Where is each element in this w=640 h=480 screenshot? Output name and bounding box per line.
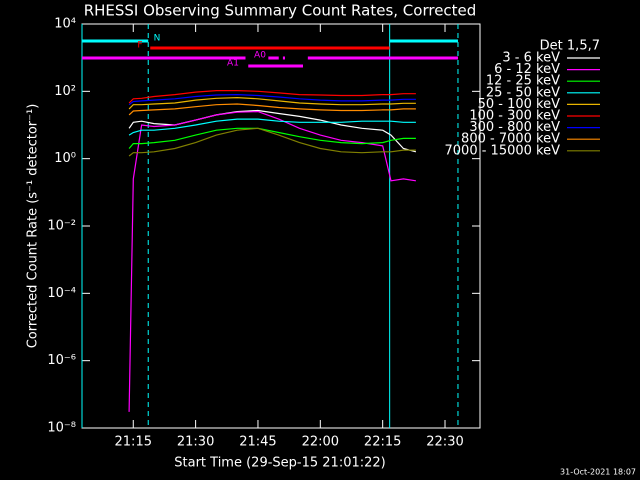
- series-line: [128, 127, 416, 149]
- legend-label: 800 - 7000 keV: [461, 132, 560, 147]
- y-axis-title: Corrected Count Rate (s⁻¹ detector⁻¹): [26, 104, 41, 349]
- legend-label: 6 - 12 keV: [494, 62, 560, 77]
- flag-label: N: [154, 34, 161, 44]
- x-tick-label: 21:15: [115, 435, 152, 450]
- legend-label: 7000 - 15000 keV: [445, 143, 561, 158]
- x-tick-label: 22:15: [364, 435, 401, 450]
- plot-frame: [81, 23, 481, 429]
- series-line: [128, 96, 416, 110]
- x-axis-title: Start Time (29-Sep-15 21:01:22): [174, 456, 385, 471]
- x-tick-label: 21:45: [239, 435, 276, 450]
- flag-label: A1: [227, 59, 239, 69]
- legend-label: 3 - 6 keV: [502, 51, 560, 66]
- x-tick-label: 22:00: [302, 435, 339, 450]
- flag-label: A0: [254, 51, 266, 61]
- series-line: [128, 93, 416, 106]
- legend-label: 50 - 100 keV: [478, 97, 561, 112]
- y-tick-label: 10⁻⁸: [47, 421, 76, 436]
- footer: 31-Oct-2021 18:07: [560, 468, 636, 477]
- y-tick-label: 10⁰: [54, 151, 76, 166]
- y-tick-label: 10⁻⁶: [47, 353, 76, 368]
- chart-title: RHESSI Observing Summary Count Rates, Co…: [84, 2, 477, 20]
- legend-title: Det 1,5,7: [540, 39, 600, 54]
- y-tick-label: 10⁴: [54, 17, 76, 32]
- series-line: [128, 110, 416, 412]
- legend-label: 100 - 300 keV: [469, 109, 560, 124]
- series-line: [128, 118, 416, 136]
- legend-label: 300 - 800 keV: [469, 120, 560, 135]
- y-tick-label: 10⁻⁴: [47, 286, 76, 301]
- flag-label: F: [137, 41, 142, 51]
- series-line: [128, 127, 416, 157]
- series-line: [128, 90, 416, 104]
- y-tick-label: 10²: [54, 84, 76, 99]
- legend-label: 25 - 50 keV: [486, 85, 560, 100]
- series-line: [128, 103, 416, 116]
- x-tick-label: 21:30: [177, 435, 214, 450]
- legend-label: 12 - 25 keV: [486, 74, 560, 89]
- y-tick-label: 10⁻²: [47, 219, 76, 234]
- series-line: [128, 109, 417, 153]
- x-tick-label: 22:30: [426, 435, 463, 450]
